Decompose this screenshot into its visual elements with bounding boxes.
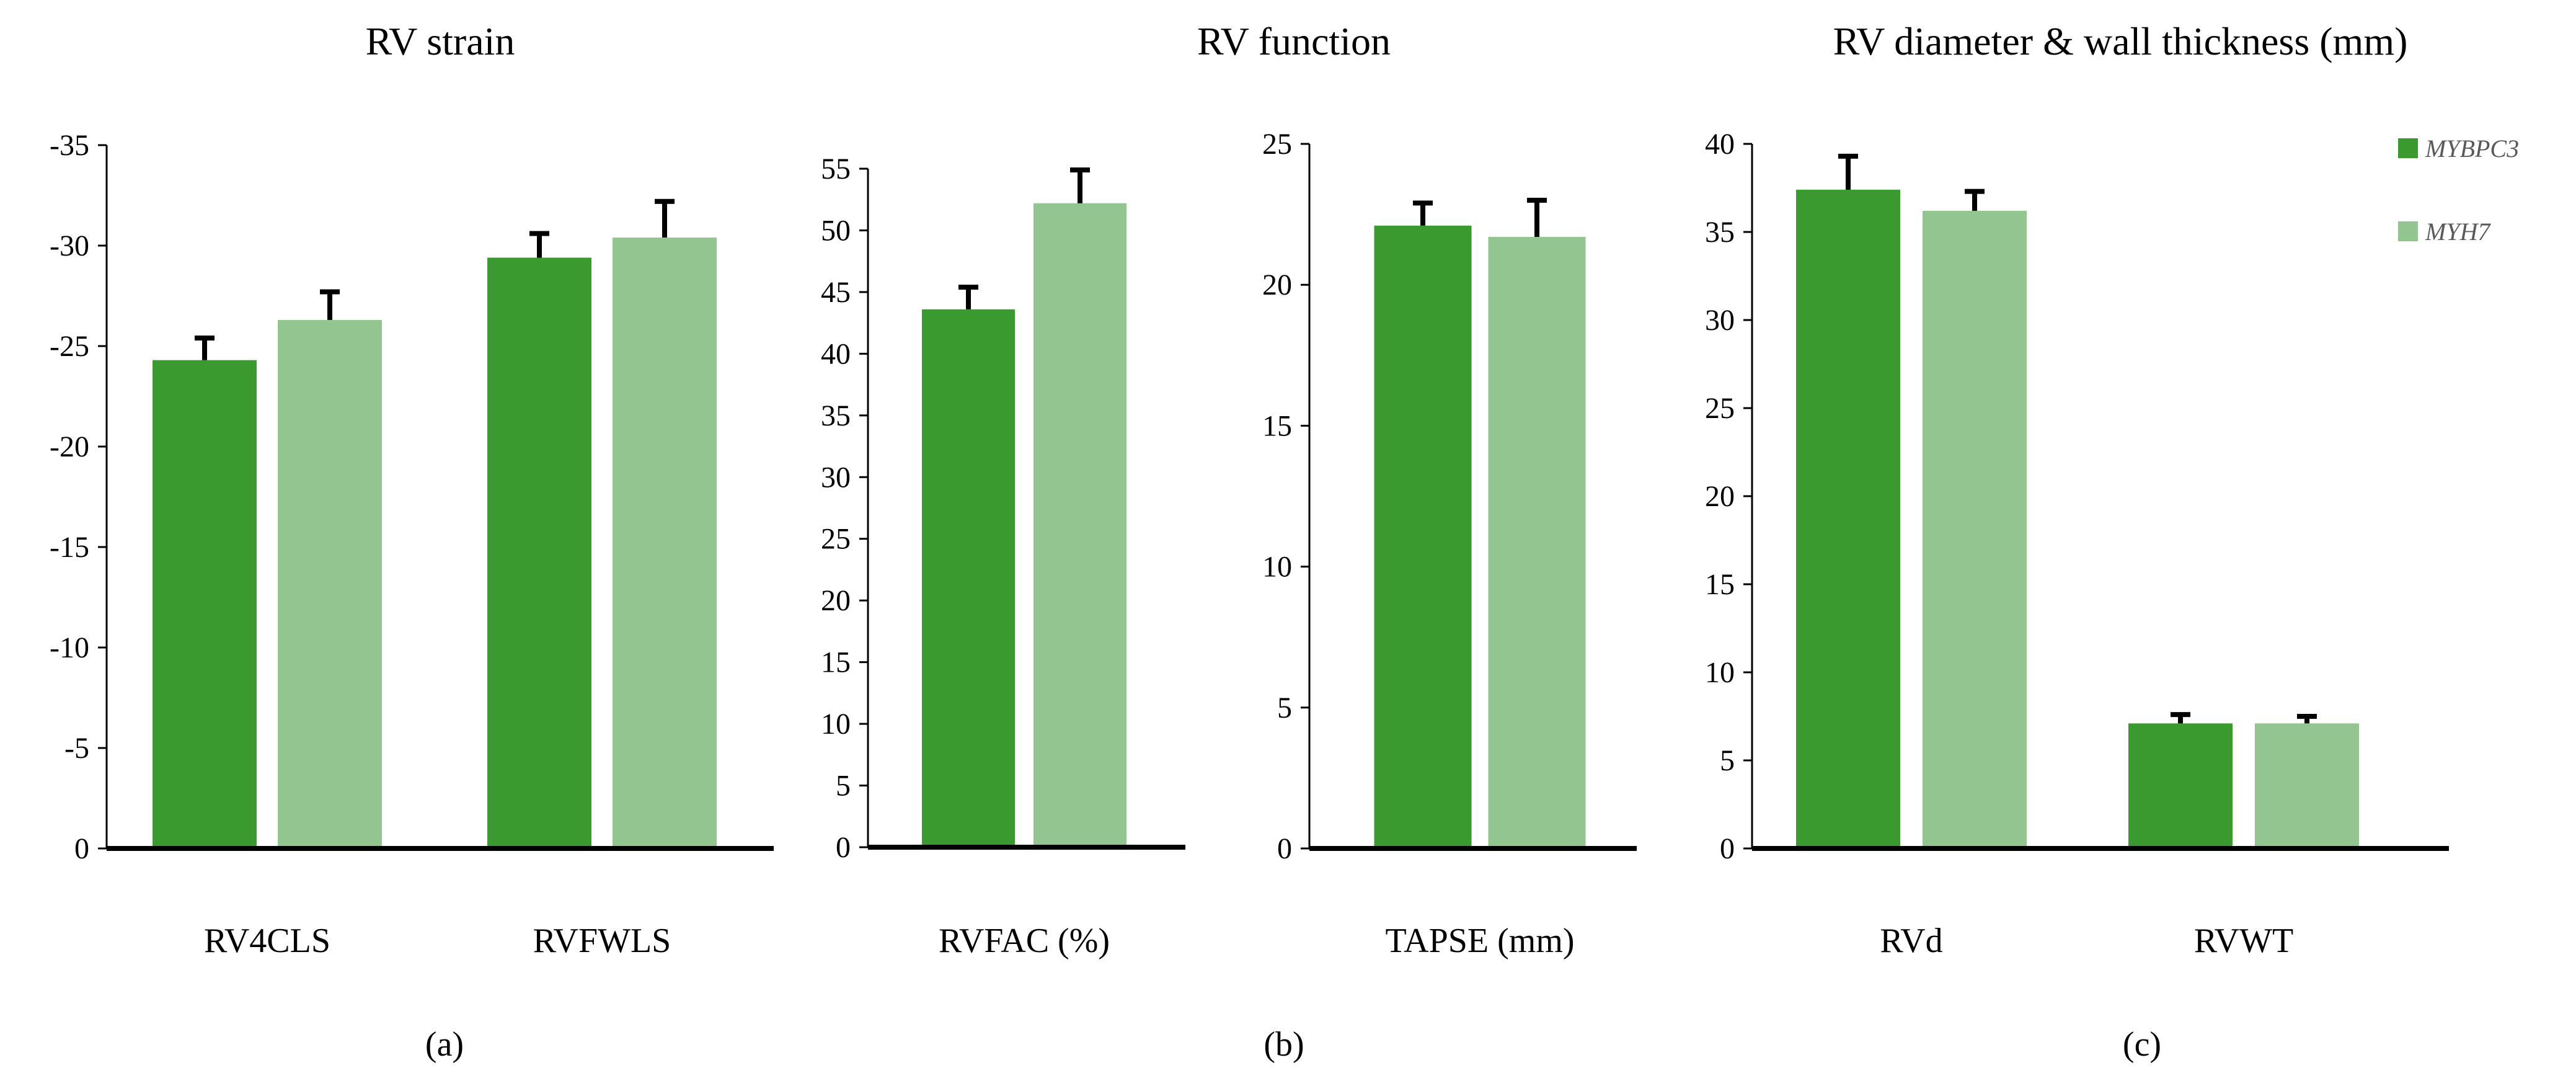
y-tick-label: 0 bbox=[1277, 832, 1292, 865]
bar-mybpc3-rvfwls bbox=[487, 257, 591, 848]
bar-myh7-rvfwls bbox=[613, 238, 717, 848]
y-tick-label: 5 bbox=[1720, 744, 1735, 777]
category-label: RV4CLS bbox=[204, 922, 330, 960]
y-tick-label: 30 bbox=[1705, 304, 1735, 337]
y-tick-label: 40 bbox=[821, 337, 851, 370]
y-tick-label: 10 bbox=[1705, 656, 1735, 689]
legend-swatch-mybpc3 bbox=[2398, 138, 2418, 158]
panel-title: RV function bbox=[1197, 19, 1391, 63]
y-tick-label: 25 bbox=[1262, 128, 1292, 161]
category-label: RVFAC (%) bbox=[939, 922, 1110, 960]
legend-label-mybpc3: MYBPC3 bbox=[2425, 135, 2519, 162]
y-tick-label: 5 bbox=[1277, 692, 1292, 724]
bar-mybpc3-tapse-mm bbox=[1374, 225, 1472, 848]
bar-myh7-rvfac bbox=[1033, 203, 1126, 847]
category-label: RVWT bbox=[2194, 922, 2293, 960]
category-label: TAPSE (mm) bbox=[1385, 922, 1574, 960]
legend-swatch-myh7 bbox=[2398, 221, 2418, 241]
y-tick-label: -5 bbox=[64, 732, 89, 765]
y-tick-label: 15 bbox=[1705, 568, 1735, 601]
y-tick-label: 25 bbox=[1705, 392, 1735, 425]
panel-tag: (b) bbox=[1264, 1025, 1304, 1064]
y-tick-label: 30 bbox=[821, 461, 851, 494]
y-tick-label: 15 bbox=[1262, 409, 1292, 442]
y-tick-label: 10 bbox=[1262, 551, 1292, 584]
y-tick-label: -30 bbox=[50, 229, 89, 262]
chart-rvfac: 0 5 10 15 20 25 30 35 40 45 50 55 RVFAC (%) bbox=[821, 153, 1185, 960]
y-tick-label: 45 bbox=[821, 276, 851, 309]
y-tick-label: 25 bbox=[821, 523, 851, 556]
y-tick-label: 20 bbox=[1705, 480, 1735, 513]
bar-myh7-tapse-mm bbox=[1488, 236, 1586, 848]
y-tick-label: 55 bbox=[821, 153, 851, 185]
y-tick-label: 5 bbox=[836, 770, 851, 803]
y-tick-label: -35 bbox=[50, 129, 89, 162]
y-tick-label: 0 bbox=[74, 832, 89, 865]
y-tick-label: 20 bbox=[1262, 269, 1292, 301]
panel-title: RV strain bbox=[366, 19, 515, 63]
bar-mybpc3-rvfac bbox=[922, 309, 1015, 848]
y-tick-label: 50 bbox=[821, 214, 851, 247]
bar-mybpc3-rv4cls bbox=[153, 360, 257, 848]
panel-tag: (a) bbox=[425, 1025, 464, 1064]
chart-rv-strain: 0 -5 -10 -15 -20 -25 -30 -35 RV4CLS RVFWLS RV stra… bbox=[50, 19, 774, 1064]
chart-rv-diameter: 0 5 10 15 20 25 30 35 40 RVd RVWT RV diameter & wal… bbox=[1705, 19, 2449, 1064]
panel-title: RV diameter & wall thickness (mm) bbox=[1833, 19, 2408, 63]
y-tick-label: 35 bbox=[821, 399, 851, 432]
y-tick-label: 40 bbox=[1705, 128, 1735, 161]
y-tick-label: 0 bbox=[836, 831, 851, 864]
category-label: RVFWLS bbox=[533, 922, 671, 960]
y-tick-label: -10 bbox=[50, 631, 89, 664]
bar-myh7-rvd bbox=[1923, 210, 2027, 848]
panel-tag: (c) bbox=[2123, 1025, 2161, 1064]
y-tick-label: 35 bbox=[1705, 216, 1735, 249]
bar-myh7-rv4cls bbox=[278, 319, 382, 848]
category-label: RVd bbox=[1880, 922, 1942, 960]
chart-tapse: 0 5 10 15 20 25 TAPSE (mm) RV function (b) bbox=[1197, 19, 1637, 1064]
legend-label-myh7: MYH7 bbox=[2425, 218, 2491, 246]
bar-mybpc3-rvd bbox=[1796, 189, 1900, 849]
y-tick-label: -20 bbox=[50, 430, 89, 463]
y-tick-label: -15 bbox=[50, 531, 89, 564]
bar-mybpc3-rvwt bbox=[2128, 723, 2233, 848]
y-tick-label: 20 bbox=[821, 584, 851, 617]
legend: MYBPC3 MYH7 bbox=[2398, 135, 2519, 246]
y-tick-label: 15 bbox=[821, 646, 851, 679]
y-tick-label: 0 bbox=[1720, 832, 1735, 865]
y-tick-label: -25 bbox=[50, 330, 89, 363]
bar-myh7-rvwt bbox=[2255, 723, 2359, 848]
y-tick-label: 10 bbox=[821, 708, 851, 741]
